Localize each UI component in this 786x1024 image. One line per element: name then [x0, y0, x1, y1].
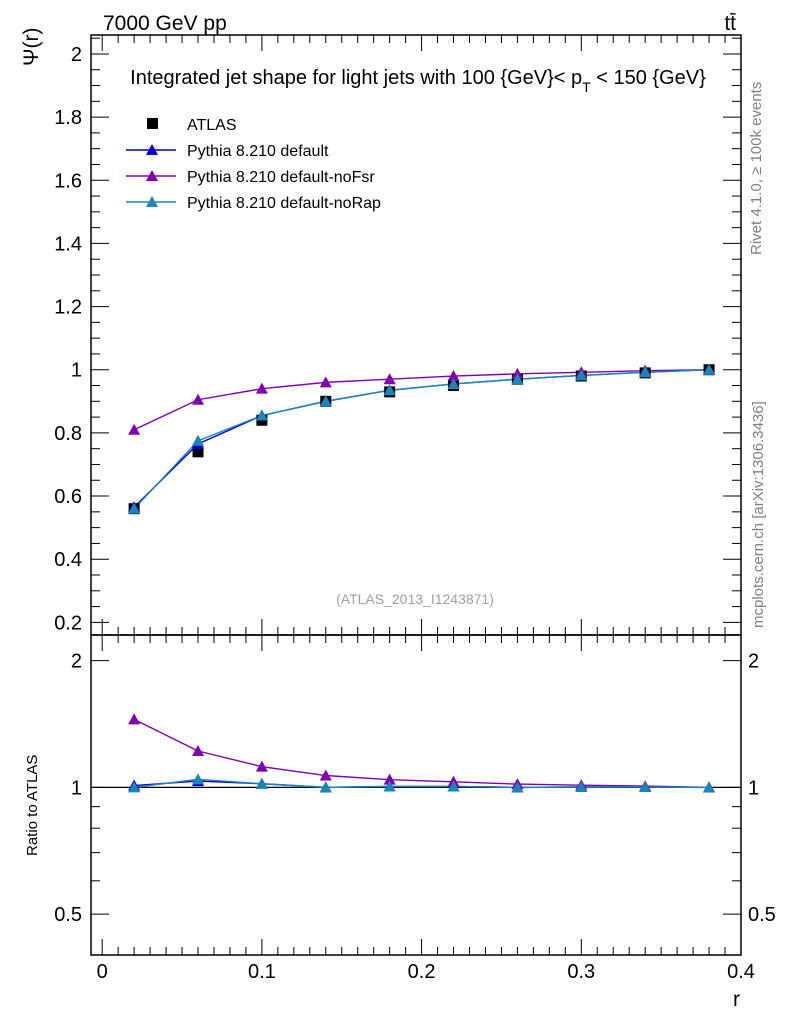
series-line-2	[133, 369, 710, 510]
series-marker-2	[255, 409, 268, 421]
mcplots-label: mcplots.cern.ch [arXiv:1306.3436]	[750, 401, 767, 628]
chart-title: Integrated jet shape for light jets with…	[130, 67, 706, 95]
legend-label-nofsr: Pythia 8.210 default-noFsr	[187, 169, 375, 186]
ratio-marker-2	[639, 781, 652, 793]
ratio-marker-1	[383, 773, 396, 785]
x-tick-label: 0	[97, 961, 108, 983]
series-marker-1	[192, 393, 205, 405]
y-tick-label-ratio-right: 2	[748, 651, 759, 673]
y-tick-label-main: 1	[71, 360, 82, 382]
series-line-1	[133, 369, 710, 431]
ratio-marker-2	[447, 780, 460, 792]
ratio-marker-2	[383, 780, 396, 792]
y-axis-label-main: Ψ(r)	[20, 27, 43, 66]
y-tick-label-main: 0.6	[54, 486, 82, 508]
y-axis-label-ratio: Ratio to ATLAS	[24, 755, 41, 856]
y-tick-label-main: 0.2	[54, 612, 82, 634]
series-marker-1	[255, 382, 268, 394]
x-axis-label: r	[733, 988, 740, 1011]
ratio-marker-2	[703, 781, 716, 793]
ratio-marker-2	[575, 781, 588, 793]
series-marker-2	[128, 502, 141, 514]
title-tail: < 150 {GeV}	[591, 67, 706, 89]
ratio-marker-2	[128, 781, 141, 793]
x-tick-label: 0.1	[248, 961, 276, 983]
x-tick-label: 0.4	[727, 961, 755, 983]
y-tick-label-main: 1.8	[54, 107, 82, 129]
series-marker-2	[639, 366, 652, 378]
legend-marker-nofsr	[146, 170, 158, 181]
y-tick-label-main: 2	[71, 44, 82, 66]
series-marker-2	[511, 373, 524, 385]
ratio-series	[128, 713, 716, 793]
series-marker-2	[703, 363, 716, 375]
ratio-line-1	[133, 718, 710, 789]
y-tick-label-ratio: 1	[71, 777, 82, 799]
ratio-marker-2	[255, 777, 268, 789]
series-marker-1	[383, 373, 396, 385]
atlas-point	[192, 446, 204, 458]
energy-label: 7000 GeV pp	[103, 12, 227, 35]
ratio-marker-2	[192, 773, 205, 785]
series-marker-2	[447, 377, 460, 389]
series-marker-2	[192, 434, 205, 446]
series-marker-2	[319, 395, 332, 407]
process-label: tt̄	[724, 12, 736, 35]
title-main: Integrated jet shape for light jets with…	[130, 67, 582, 89]
legend-label-norap: Pythia 8.210 default-noRap	[187, 195, 381, 212]
ratio-marker-1	[255, 760, 268, 772]
legend: ATLAS Pythia 8.210 default Pythia 8.210 …	[126, 117, 381, 212]
rivet-label: Rivet 4.1.0, ≥ 100k events	[748, 82, 765, 255]
y-tick-label-ratio: 2	[71, 651, 82, 673]
series-marker-2	[383, 384, 396, 396]
y-tick-label-ratio: 0.5	[54, 904, 82, 926]
title-subscript: T	[582, 79, 591, 95]
ratio-marker-2	[511, 781, 524, 793]
legend-marker-norap	[146, 196, 158, 207]
y-tick-label-main: 1.4	[54, 233, 82, 255]
series-marker-2	[575, 369, 588, 381]
series-marker-1	[128, 423, 141, 435]
axis-ticks	[91, 35, 742, 956]
y-tick-label-main: 1.2	[54, 297, 82, 319]
ratio-marker-2	[319, 781, 332, 793]
ratio-marker-1	[192, 744, 205, 756]
y-tick-label-main: 0.4	[54, 549, 82, 571]
tick-labels: 0 0.1 0.2 0.3 0.4 0.2 0.4 0.6 0.8 1 1.2 1.4 1.6 1.8 2 0…	[54, 44, 776, 983]
analysis-watermark: (ATLAS_2013_I1243871)	[336, 591, 494, 607]
y-tick-label-ratio-right: 1	[748, 777, 759, 799]
ratio-marker-1	[319, 769, 332, 781]
y-tick-label-ratio-right: 0.5	[748, 904, 776, 926]
legend-label-default: Pythia 8.210 default	[187, 143, 329, 160]
legend-marker-atlas	[147, 118, 158, 129]
x-tick-label: 0.2	[408, 961, 436, 983]
y-tick-label-main: 0.8	[54, 423, 82, 445]
series-line-0	[133, 369, 710, 508]
series-marker-1	[319, 376, 332, 388]
legend-marker-default	[146, 144, 158, 155]
ratio-line-2	[134, 778, 710, 789]
series-marker-1	[447, 370, 460, 382]
y-tick-label-main: 1.6	[54, 170, 82, 192]
ratio-marker-1	[128, 713, 141, 725]
x-tick-label: 0.3	[567, 961, 595, 983]
ratio-plot-frame	[90, 634, 742, 956]
main-series	[128, 363, 716, 515]
legend-label-atlas: ATLAS	[187, 117, 237, 134]
